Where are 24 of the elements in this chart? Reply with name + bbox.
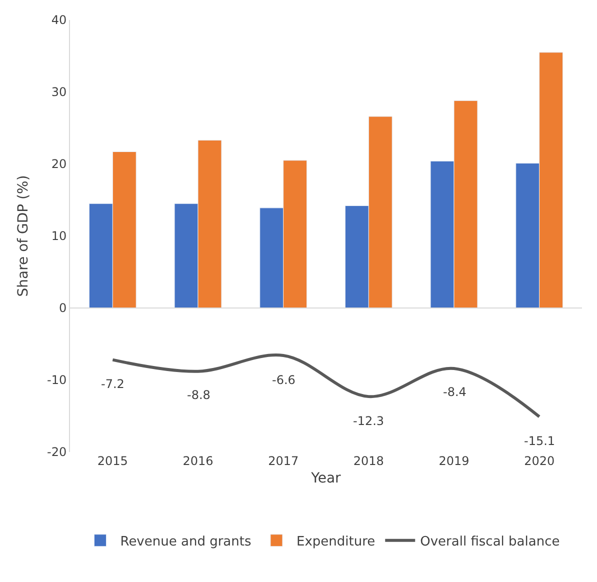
data-label: -7.2 — [101, 377, 124, 391]
legend-label: Revenue and grants — [120, 534, 252, 550]
x-tick-label: 2019 — [438, 454, 470, 468]
y-tick-label: -20 — [46, 445, 67, 460]
data-label: -15.1 — [524, 434, 556, 448]
x-tick-label: 2016 — [182, 454, 214, 468]
data-label: -8.4 — [443, 385, 466, 399]
x-tick-label: 2018 — [353, 454, 384, 468]
y-tick-label: 20 — [51, 157, 67, 172]
x-tick-label: 2017 — [268, 454, 299, 468]
y-tick-label: 30 — [51, 85, 67, 100]
data-label: -6.6 — [272, 373, 296, 387]
y-tick-label: -10 — [46, 373, 67, 388]
y-axis-title: Share of GDP (%) — [16, 175, 32, 297]
data-label: -12.3 — [353, 414, 384, 428]
data-label: -8.8 — [187, 388, 210, 402]
x-tick-label: 2020 — [524, 454, 555, 468]
x-axis-title: Year — [310, 470, 342, 486]
y-tick-label: 0 — [58, 301, 67, 316]
legend-label: Overall fiscal balance — [420, 534, 560, 550]
y-tick-label: 10 — [51, 229, 67, 244]
legend-label: Expenditure — [296, 534, 376, 550]
y-tick-label: 40 — [51, 13, 67, 28]
x-tick-label: 2015 — [97, 454, 128, 468]
